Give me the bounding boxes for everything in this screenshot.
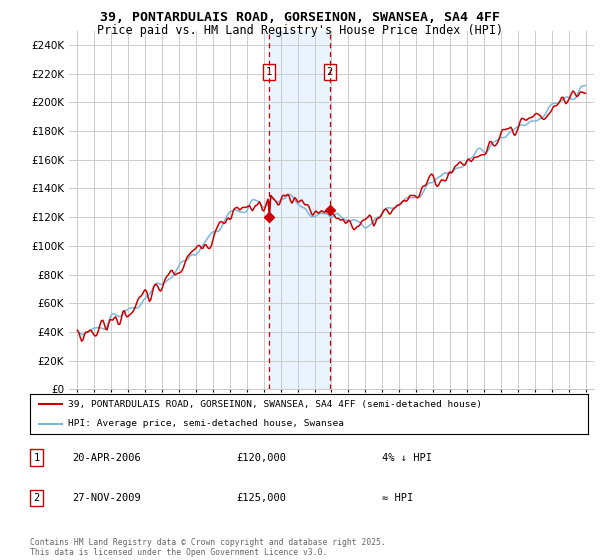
Text: 2: 2 bbox=[326, 67, 333, 77]
Text: 1: 1 bbox=[266, 67, 272, 77]
Text: 2: 2 bbox=[34, 493, 40, 503]
Text: 27-NOV-2009: 27-NOV-2009 bbox=[72, 493, 140, 503]
Text: Price paid vs. HM Land Registry's House Price Index (HPI): Price paid vs. HM Land Registry's House … bbox=[97, 24, 503, 36]
Text: 20-APR-2006: 20-APR-2006 bbox=[72, 452, 140, 463]
Text: £125,000: £125,000 bbox=[236, 493, 286, 503]
Text: 1: 1 bbox=[34, 452, 40, 463]
Text: 4% ↓ HPI: 4% ↓ HPI bbox=[382, 452, 431, 463]
Text: ≈ HPI: ≈ HPI bbox=[382, 493, 413, 503]
Bar bbox=[269, 31, 330, 389]
Text: 39, PONTARDULAIS ROAD, GORSEINON, SWANSEA, SA4 4FF (semi-detached house): 39, PONTARDULAIS ROAD, GORSEINON, SWANSE… bbox=[68, 400, 482, 409]
Text: £120,000: £120,000 bbox=[236, 452, 286, 463]
Text: HPI: Average price, semi-detached house, Swansea: HPI: Average price, semi-detached house,… bbox=[68, 419, 344, 428]
Text: Contains HM Land Registry data © Crown copyright and database right 2025.
This d: Contains HM Land Registry data © Crown c… bbox=[30, 538, 386, 557]
Text: 39, PONTARDULAIS ROAD, GORSEINON, SWANSEA, SA4 4FF: 39, PONTARDULAIS ROAD, GORSEINON, SWANSE… bbox=[100, 11, 500, 24]
